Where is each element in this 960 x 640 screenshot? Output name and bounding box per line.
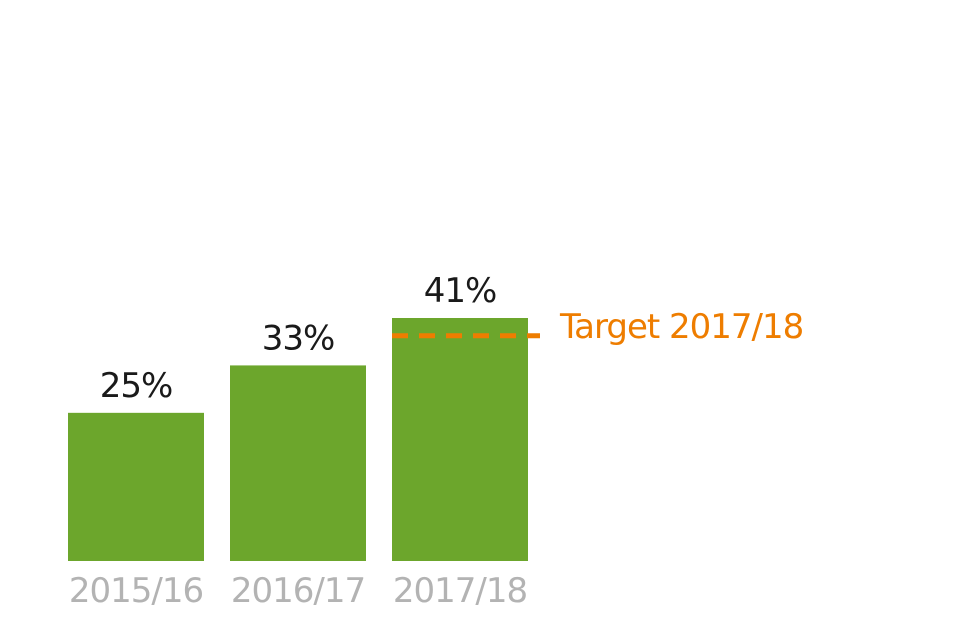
tick-label-2016-17: 2016/17 [231,571,365,611]
value-label-2015-16: 25% [100,366,173,406]
tick-label-2015-16: 2015/16 [69,571,203,611]
value-labels-group: 25% 33% 41% [100,271,498,406]
bars-group [68,318,528,561]
bar-2016-17 [230,365,366,561]
x-axis-tick-labels: 2015/16 2016/17 2017/18 [69,571,528,611]
bar-2017-18 [392,318,528,561]
value-label-2016-17: 33% [262,318,335,358]
value-label-2017-18: 41% [424,271,497,311]
tick-label-2017-18: 2017/18 [393,571,527,611]
target-label: Target 2017/18 [559,307,803,347]
bar-2015-16 [68,412,204,561]
